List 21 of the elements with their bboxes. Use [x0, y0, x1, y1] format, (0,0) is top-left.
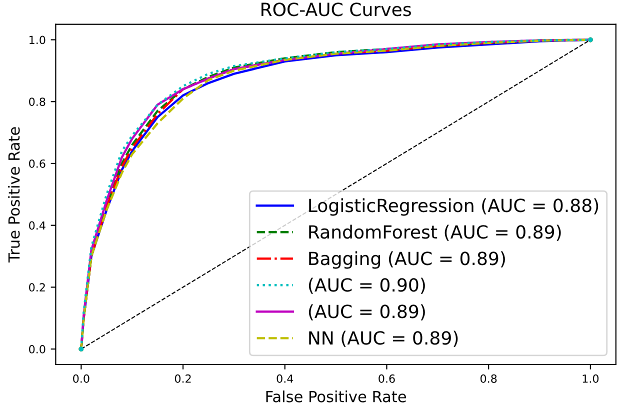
x-tick-label: 0.8	[480, 374, 497, 383]
legend-label: LogisticRegression (AUC = 0.88)	[309, 198, 598, 216]
y-tick-label: 0.6	[29, 159, 46, 168]
y-tick-label: 0.8	[29, 98, 46, 106]
x-tick-label: 0.6	[378, 374, 395, 383]
x-tick-label: 0.0	[73, 374, 90, 383]
legend-label: RandomForest (AUC = 0.89)	[309, 224, 561, 241]
y-tick-label: 0.4	[29, 221, 46, 230]
legend-label: Bagging (AUC = 0.89)	[309, 251, 505, 269]
x-tick-label: 1.0	[582, 374, 599, 383]
legend-label: (AUC = 0.90)	[308, 278, 425, 294]
y-tick-label: 1.0	[30, 36, 46, 44]
y-tick-label: 0.0	[29, 345, 46, 354]
y-tick-label: 0.2	[29, 283, 45, 292]
x-axis-title: False Positive Rate	[266, 390, 406, 402]
legend-label: (AUC = 0.89)	[308, 304, 425, 320]
x-tick-label: 0.2	[174, 374, 191, 383]
chart-title: ROC-AUC Curves	[262, 2, 411, 16]
y-axis-title: True Positive Rate	[8, 127, 20, 262]
x-tick-label: 0.4	[276, 374, 294, 383]
legend-label: NN (AUC = 0.89)	[309, 330, 458, 347]
